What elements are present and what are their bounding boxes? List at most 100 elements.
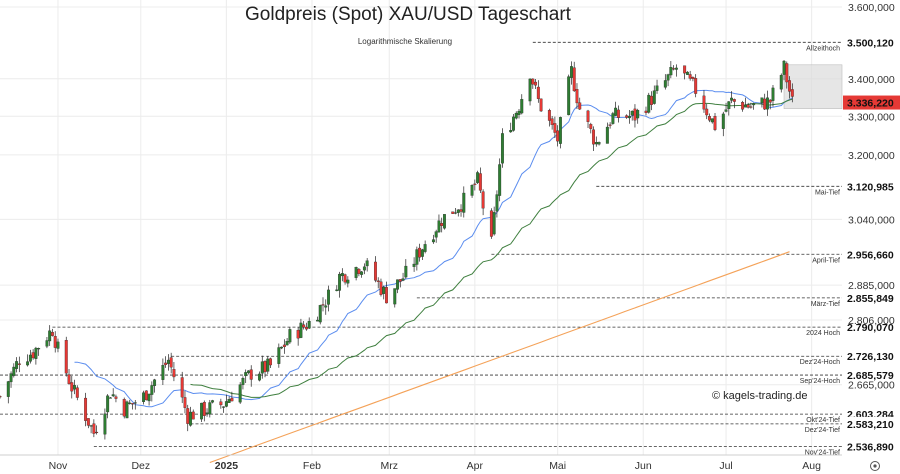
candle-body <box>335 289 339 292</box>
candle-body <box>48 330 52 342</box>
candle-body <box>473 183 477 185</box>
candle-body <box>420 249 424 257</box>
x-tick-label: Nov <box>49 460 68 472</box>
candle-body <box>512 116 515 131</box>
grid-lines <box>0 0 842 455</box>
settings-ring <box>870 461 880 471</box>
level-value: 2.790,070 <box>847 322 894 334</box>
candle-body <box>327 289 330 305</box>
candle-body <box>51 332 54 336</box>
candle-body <box>111 394 115 397</box>
candle-body <box>398 279 402 282</box>
candle-body <box>385 287 388 304</box>
candle-body <box>37 348 41 350</box>
candle-body <box>481 191 485 209</box>
candle-body <box>164 362 168 365</box>
candle-body <box>222 406 226 408</box>
level-value: 3.120,985 <box>847 181 894 193</box>
settings-icon[interactable] <box>870 461 880 471</box>
candle-body <box>258 373 261 381</box>
candle-body <box>180 377 184 398</box>
candle-body <box>285 341 289 346</box>
candle-body <box>688 74 692 79</box>
level-box <box>843 290 900 305</box>
candle-body <box>296 329 300 339</box>
candle-body <box>592 129 595 145</box>
current-price-value: 3.336,220 <box>847 98 894 110</box>
candle-body <box>517 110 521 115</box>
candle-body <box>694 78 698 94</box>
candle-body <box>169 357 173 368</box>
candle-body <box>73 385 76 390</box>
candle-body <box>133 402 137 404</box>
level-label: Nov'24-Tief <box>805 450 840 457</box>
candle-body <box>244 372 248 377</box>
candle-body <box>431 239 435 243</box>
candle-body <box>280 346 284 349</box>
candle-body <box>790 89 794 97</box>
candle-body <box>741 102 745 110</box>
candle-body <box>150 385 154 395</box>
candle-body <box>172 369 176 378</box>
candle-body <box>208 402 212 415</box>
candle-body <box>45 340 49 347</box>
level-value: 2.956,660 <box>847 249 894 261</box>
candle-body <box>183 397 187 408</box>
candle-body <box>376 280 380 282</box>
candle-body <box>627 115 631 119</box>
candle-body <box>230 397 234 402</box>
candle-body <box>277 347 281 364</box>
sma-50-line <box>190 98 793 398</box>
candle-body <box>219 401 223 406</box>
candle-body <box>321 304 325 306</box>
settings-dot <box>873 464 877 468</box>
range-zone <box>783 64 843 109</box>
candle-body <box>536 86 540 99</box>
candle-body <box>114 396 118 399</box>
x-tick-label: Dez <box>131 460 150 472</box>
candle-body <box>691 77 695 79</box>
candle-body <box>534 81 538 86</box>
candle-body <box>106 395 110 413</box>
candle-body <box>760 97 764 104</box>
candle-body <box>318 305 322 323</box>
level-label: Dez'24-Tief <box>805 427 840 434</box>
candle-body <box>597 142 601 145</box>
x-tick-label: Jun <box>635 460 652 472</box>
candle-body <box>70 382 74 392</box>
candle-body <box>238 384 242 403</box>
level-value: 2.583,210 <box>847 419 894 431</box>
candle-body <box>354 267 358 278</box>
current-price-box <box>843 95 900 110</box>
candle-body <box>570 66 573 78</box>
candle-body <box>418 247 422 258</box>
candle-body <box>9 373 13 383</box>
candle-body <box>282 344 286 348</box>
y-axis: 3.600,000 3.400,000 3.300,000 3.200,000 3.04… <box>848 2 895 392</box>
level-label: Allzeithoch <box>806 45 840 52</box>
candle-body <box>589 124 593 129</box>
candle-body <box>263 361 267 373</box>
candle-body <box>636 110 640 119</box>
candle-body <box>586 110 590 122</box>
candle-body <box>15 361 19 369</box>
candle-body <box>456 209 460 213</box>
candle-body <box>266 358 270 372</box>
candle-body <box>666 74 670 81</box>
candle-body <box>652 90 656 104</box>
candle-body <box>768 99 772 103</box>
candle-body <box>708 116 711 121</box>
candle-body <box>153 379 157 386</box>
candlesticks <box>0 59 794 440</box>
candle-body <box>616 109 620 118</box>
candle-body <box>161 365 165 380</box>
x-tick-label: Feb <box>303 460 321 472</box>
candle-body <box>53 336 57 348</box>
candle-body <box>28 354 32 362</box>
candle-body <box>211 400 215 403</box>
candle-body <box>788 80 791 92</box>
candle-body <box>553 123 557 133</box>
level-label: Dez'24-Hoch <box>800 359 840 366</box>
candle-body <box>558 117 562 144</box>
level-label: Mai-Tief <box>815 189 840 196</box>
